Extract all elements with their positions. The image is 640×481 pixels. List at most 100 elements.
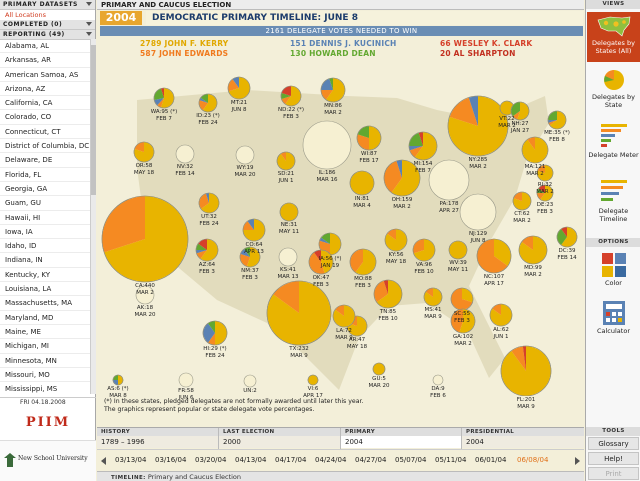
state-pie[interactable] (547, 110, 567, 130)
state-pie[interactable] (372, 362, 386, 376)
state-pie[interactable] (302, 120, 352, 170)
state-pie[interactable] (459, 193, 497, 231)
state-pie[interactable] (307, 374, 319, 386)
state-pie[interactable] (423, 287, 443, 307)
all-locations-link[interactable]: All Locations (5, 11, 47, 19)
state-list-item[interactable]: Maryland, MD (0, 311, 90, 325)
view-delegate-meter[interactable]: Delegate Meter (587, 120, 640, 170)
state-pie[interactable] (153, 87, 175, 109)
state-pie[interactable] (412, 238, 436, 262)
state-list-item[interactable]: Mississippi, MS (0, 382, 90, 394)
state-list-scrollbar[interactable] (90, 39, 96, 394)
period-presidential[interactable]: PRESIDENTIAL 2004 (462, 428, 584, 449)
state-list-item[interactable]: Delaware, DE (0, 153, 90, 168)
state-pie[interactable] (432, 374, 444, 386)
timeline-next-arrow-icon[interactable] (575, 457, 580, 465)
state-pie[interactable] (447, 95, 509, 157)
state-pie[interactable] (135, 285, 155, 305)
state-list-item[interactable]: Kentucky, KY (0, 268, 90, 283)
state-list-item[interactable]: Idaho, ID (0, 239, 90, 254)
state-pie[interactable] (243, 374, 257, 388)
timeline-date[interactable]: 04/24/04 (315, 456, 347, 464)
state-pie[interactable] (308, 249, 334, 275)
state-pie[interactable] (428, 159, 470, 201)
state-pie[interactable] (384, 228, 408, 252)
scrollbar-thumb[interactable] (91, 45, 96, 195)
state-list-item[interactable]: California, CA (0, 96, 90, 111)
state-list-item[interactable]: Iowa, IA (0, 225, 90, 240)
state-pie[interactable] (536, 184, 554, 202)
timeline-date[interactable]: 03/16/04 (155, 456, 187, 464)
state-pie[interactable] (383, 159, 421, 197)
state-pie[interactable] (448, 240, 468, 260)
state-pie[interactable] (133, 141, 155, 163)
timeline-date[interactable]: 04/17/04 (275, 456, 307, 464)
state-pie[interactable] (499, 100, 515, 116)
state-pie[interactable] (198, 192, 220, 214)
state-list-item[interactable]: District of Columbia, DC (0, 139, 90, 154)
state-list-item[interactable]: Massachusetts, MA (0, 296, 90, 311)
state-list-item[interactable]: Missouri, MO (0, 368, 90, 383)
state-pie[interactable] (266, 280, 332, 346)
state-pie[interactable] (500, 345, 552, 397)
state-pie[interactable] (178, 372, 194, 388)
state-pie[interactable] (349, 170, 375, 196)
timeline-date[interactable]: 06/08/04 (517, 456, 549, 464)
help-button[interactable]: Help! (588, 452, 639, 465)
period-history[interactable]: HISTORY 1789 – 1996 (97, 428, 219, 449)
option-color[interactable]: Color (587, 250, 640, 294)
timeline-date[interactable]: 03/13/04 (115, 456, 147, 464)
period-last-election[interactable]: LAST ELECTION 2000 (219, 428, 341, 449)
state-list-item[interactable]: Michigan, MI (0, 339, 90, 354)
state-pie[interactable] (227, 76, 251, 100)
state-pie[interactable] (521, 136, 549, 164)
state-pie[interactable] (195, 238, 219, 262)
state-pie[interactable] (276, 151, 296, 171)
state-pie[interactable] (278, 247, 298, 267)
state-pie[interactable] (198, 93, 218, 113)
reporting-header[interactable]: REPORTING (49) (0, 30, 95, 40)
state-pie[interactable] (518, 235, 548, 265)
state-pie[interactable] (512, 191, 532, 211)
state-pie[interactable] (356, 125, 382, 151)
state-pie[interactable] (175, 144, 195, 164)
state-pie[interactable] (202, 320, 228, 346)
state-pie[interactable] (101, 195, 189, 283)
state-pie[interactable] (349, 248, 377, 276)
timeline-date[interactable]: 04/13/04 (235, 456, 267, 464)
state-list-item[interactable]: Arizona, AZ (0, 82, 90, 97)
state-pie[interactable] (318, 232, 342, 256)
completed-header[interactable]: COMPLETED (0) (0, 20, 95, 30)
state-pie[interactable] (450, 308, 476, 334)
state-list-item[interactable]: Connecticut, CT (0, 125, 90, 140)
view-delegates-by-state[interactable]: Delegates by State (587, 66, 640, 116)
timeline-date[interactable]: 04/27/04 (355, 456, 387, 464)
state-pie[interactable] (536, 164, 554, 182)
state-list-item[interactable]: Guam, GU (0, 196, 90, 211)
state-pie[interactable] (239, 246, 261, 268)
state-list-item[interactable]: Alabama, AL (0, 39, 90, 54)
state-pie[interactable] (112, 374, 124, 386)
state-list-item[interactable]: Louisiana, LA (0, 282, 90, 297)
view-delegates-by-states-all[interactable]: Delegates by States (All) (587, 12, 640, 62)
view-delegate-timeline[interactable]: Delegate Timeline (587, 174, 640, 234)
state-pie[interactable] (235, 145, 255, 165)
state-list-item[interactable]: Indiana, IN (0, 253, 90, 268)
print-button[interactable]: Print (588, 467, 639, 480)
state-list-item[interactable]: Maine, ME (0, 325, 90, 340)
state-pie[interactable] (408, 131, 438, 161)
state-list-item[interactable]: Colorado, CO (0, 110, 90, 125)
state-list-item[interactable]: American Samoa, AS (0, 68, 90, 82)
timeline-date[interactable]: 05/07/04 (395, 456, 427, 464)
timeline-date[interactable]: 06/01/04 (475, 456, 507, 464)
state-list-item[interactable]: Minnesota, MN (0, 354, 90, 368)
state-list-item[interactable]: Arkansas, AR (0, 53, 90, 68)
state-pie[interactable] (279, 202, 299, 222)
state-pie[interactable] (489, 303, 513, 327)
glossary-button[interactable]: Glossary (588, 437, 639, 450)
state-pie[interactable] (373, 279, 403, 309)
state-pie[interactable] (450, 287, 474, 311)
state-pie[interactable] (510, 101, 530, 121)
period-primary[interactable]: PRIMARY 2004 (341, 428, 462, 449)
timeline-prev-arrow-icon[interactable] (101, 457, 106, 465)
